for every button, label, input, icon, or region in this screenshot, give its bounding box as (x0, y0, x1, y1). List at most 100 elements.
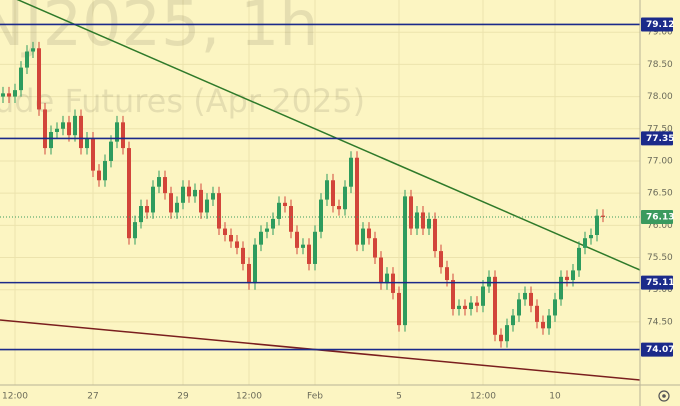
last-price-label: 76.13 (646, 212, 674, 222)
candle-body (475, 302, 479, 306)
candle-body (259, 231, 263, 245)
candle-body (421, 212, 425, 229)
candle-body (61, 122, 65, 129)
candle-body (571, 270, 575, 281)
watermark: ude Futures (Apr 2025) (0, 82, 365, 120)
candle-body (235, 241, 239, 248)
candle-body (559, 276, 563, 300)
candle-body (319, 199, 323, 232)
level-label: 74.07 (646, 345, 674, 355)
y-tick-label: 75.50 (647, 253, 673, 263)
candle-body (217, 193, 221, 229)
watermark: NJ2025, 1h (0, 0, 319, 60)
x-tick-label: 29 (177, 392, 189, 402)
candle-body (445, 267, 449, 281)
x-tick-label: 12:00 (2, 392, 28, 402)
candle-body (295, 231, 299, 248)
candle-body (283, 202, 287, 207)
level-box (641, 17, 673, 32)
x-tick-label: 5 (396, 392, 402, 402)
candle-body (487, 276, 491, 287)
candle-body (67, 122, 71, 136)
candle-body (97, 170, 101, 181)
last-price-box (641, 209, 673, 224)
candle-body (535, 305, 539, 322)
candle-body (331, 180, 335, 207)
candle-body (451, 280, 455, 310)
candle-body (271, 218, 275, 229)
candle-body (469, 302, 473, 310)
x-tick-label: Feb (307, 392, 323, 402)
candle-body (85, 138, 89, 149)
candle-body (79, 115, 83, 149)
candle-body (127, 148, 131, 239)
candle-body (493, 276, 497, 335)
candle-body (349, 157, 353, 187)
candle-body (499, 334, 503, 342)
candle-body (589, 234, 593, 239)
candle-body (541, 321, 545, 329)
candle-body (379, 257, 383, 284)
candle-body (229, 234, 233, 242)
x-tick-label: 12:00 (470, 392, 496, 402)
y-tick-label: 75.00 (647, 285, 673, 295)
candle-body (457, 305, 461, 310)
candle-body (73, 115, 77, 136)
y-tick-label: 76.50 (647, 189, 673, 199)
candle-body (169, 193, 173, 213)
candle-body (223, 228, 227, 235)
gear[interactable] (658, 390, 670, 402)
candle-body (517, 299, 521, 316)
candle-body (7, 93, 11, 97)
candle-body (601, 215, 605, 217)
candle-body (289, 206, 293, 232)
y-tick-label: 76.00 (647, 221, 673, 231)
candle-body (55, 128, 59, 132)
candle-body (19, 67, 23, 91)
candle-body (481, 286, 485, 306)
candle-body (325, 180, 329, 200)
candle-body (115, 122, 119, 142)
candle-body (547, 315, 551, 329)
candle-body (439, 251, 443, 268)
candle-body (313, 231, 317, 264)
candle-body (565, 276, 569, 281)
candle-body (139, 206, 143, 223)
x-tick-label: 27 (87, 392, 98, 402)
level-box (641, 131, 673, 146)
gear-center (662, 394, 666, 398)
candle-body (151, 186, 155, 213)
candle-body (577, 247, 581, 271)
candle-body (205, 199, 209, 213)
candle-body (277, 202, 281, 219)
level-label: 79.12 (646, 20, 674, 30)
candle-body (337, 206, 341, 210)
candle-body (103, 160, 107, 181)
settings-icon[interactable] (658, 390, 670, 402)
candle-body (133, 222, 137, 239)
candle-body (523, 292, 527, 300)
candle-body (163, 177, 167, 194)
y-tick-label: 79.00 (647, 28, 673, 38)
candle-body (307, 244, 311, 264)
candle-body (187, 186, 191, 197)
y-tick-label: 78.00 (647, 92, 673, 102)
candle-body (91, 138, 95, 171)
candle-body (403, 196, 407, 326)
candle-body (373, 238, 377, 258)
candle-body (265, 228, 269, 232)
candle-body (409, 196, 413, 229)
candle-body (31, 48, 35, 52)
candle-body (37, 48, 41, 110)
candle-body (361, 228, 365, 245)
candle-body (49, 131, 53, 149)
candle-body (175, 202, 179, 213)
candle-body (583, 238, 587, 248)
level-label: 75.11 (646, 278, 674, 288)
candle-body (301, 244, 305, 248)
candle-body (211, 193, 215, 200)
y-tick-label: 78.50 (647, 60, 673, 70)
